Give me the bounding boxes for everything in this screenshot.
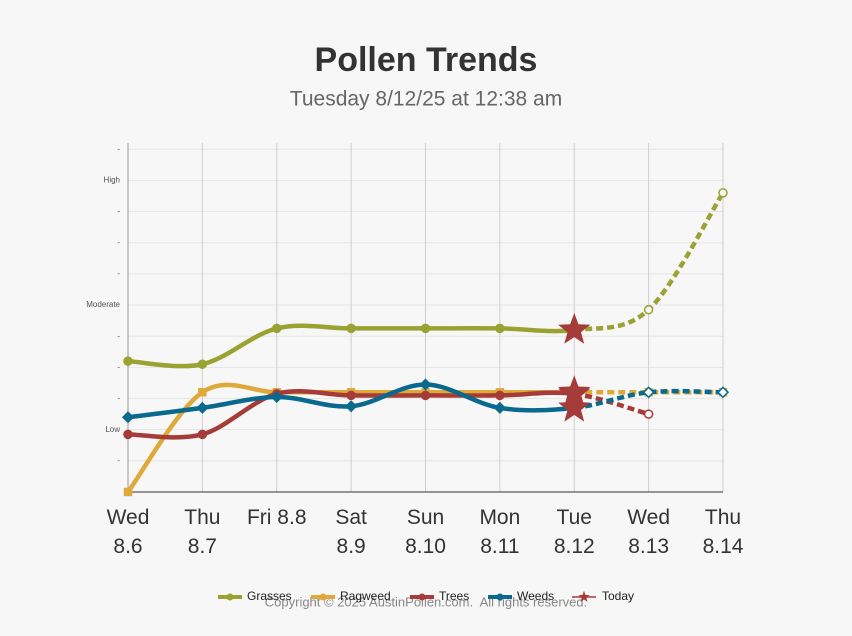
y-tick-label: - bbox=[117, 269, 120, 278]
x-tick-label: Wed 8.6 bbox=[106, 506, 150, 558]
y-tick-label: - bbox=[117, 207, 120, 216]
point bbox=[272, 323, 282, 334]
point bbox=[270, 390, 283, 404]
point bbox=[197, 429, 208, 440]
y-tick-label: High bbox=[104, 176, 120, 185]
point bbox=[495, 390, 505, 401]
today-marker bbox=[558, 313, 591, 344]
point bbox=[642, 386, 655, 399]
point bbox=[196, 401, 209, 414]
y-tick-label: - bbox=[117, 394, 120, 403]
point bbox=[345, 400, 358, 413]
point bbox=[495, 323, 505, 334]
point bbox=[346, 323, 356, 334]
point bbox=[643, 409, 654, 419]
y-tick-label: Low bbox=[105, 425, 120, 434]
x-tick-label: Fri 8.8 bbox=[246, 506, 307, 529]
point bbox=[346, 390, 356, 401]
legend-marker bbox=[496, 593, 504, 601]
point bbox=[493, 401, 506, 414]
legend-marker bbox=[319, 593, 327, 601]
legend-label: Today bbox=[602, 589, 634, 603]
point bbox=[420, 390, 431, 401]
x-tick-label: Thu 8.7 bbox=[184, 506, 221, 558]
today-marker bbox=[558, 390, 591, 422]
chart-subtitle: Tuesday 8/12/25 at 12:38 am bbox=[290, 88, 562, 111]
point bbox=[419, 378, 432, 391]
point bbox=[123, 356, 133, 366]
point bbox=[643, 304, 654, 315]
x-tick-label: Sun 8.10 bbox=[405, 506, 446, 558]
y-tick-label: - bbox=[117, 362, 120, 371]
point bbox=[121, 411, 135, 424]
legend-label: Trees bbox=[439, 589, 469, 603]
legend-label: Ragweed bbox=[340, 589, 391, 603]
x-tick-label: Sat 8.9 bbox=[335, 506, 367, 558]
x-tick-label: Thu 8.14 bbox=[702, 506, 744, 558]
y-tick-label: - bbox=[117, 238, 120, 247]
point bbox=[420, 323, 431, 334]
point bbox=[197, 359, 208, 369]
forecast-line bbox=[574, 388, 724, 411]
y-tick-label: - bbox=[117, 144, 120, 153]
y-tick-label: - bbox=[117, 456, 120, 465]
chart-title: Pollen Trends bbox=[315, 41, 538, 79]
legend-marker bbox=[226, 593, 234, 601]
legend-label: Grasses bbox=[247, 589, 292, 603]
legend-marker bbox=[418, 593, 426, 601]
point bbox=[716, 386, 730, 399]
y-tick-label: - bbox=[117, 331, 120, 340]
x-tick-label: Mon 8.11 bbox=[479, 506, 521, 558]
point bbox=[198, 388, 207, 397]
legend-marker bbox=[578, 591, 590, 602]
x-tick-label: Wed 8.13 bbox=[627, 506, 671, 558]
y-tick-label: Moderate bbox=[86, 300, 120, 309]
point bbox=[123, 487, 133, 497]
legend-label: Weeds bbox=[517, 589, 554, 603]
point bbox=[123, 429, 133, 440]
x-tick-label: Tue 8.12 bbox=[553, 506, 595, 558]
point bbox=[718, 188, 728, 198]
